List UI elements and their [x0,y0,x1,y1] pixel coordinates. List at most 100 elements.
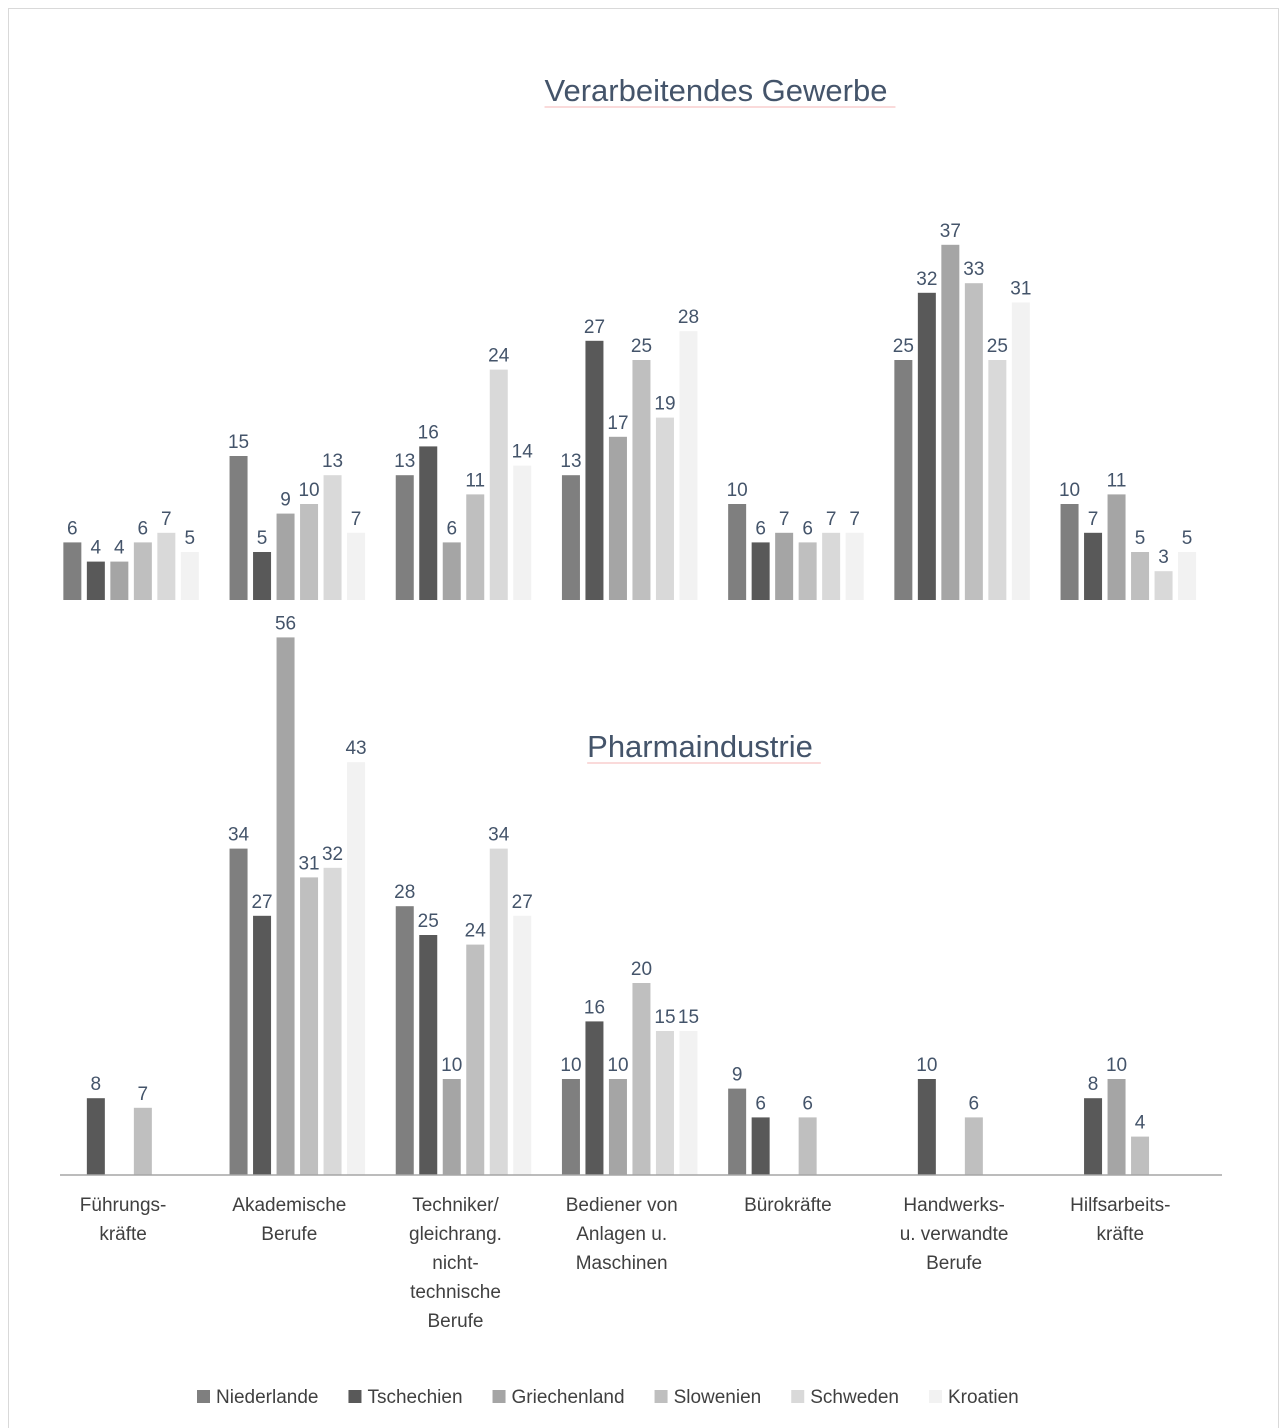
data-label: 7 [779,509,790,530]
data-label: 9 [280,490,291,511]
bar [1107,1079,1126,1175]
data-label: 7 [1088,509,1099,530]
chart-title: Verarbeitendes Gewerbe [545,73,888,108]
legend-label: Schweden [810,1387,899,1408]
legend-label: Niederlande [216,1387,318,1408]
bar [180,552,199,600]
data-label: 6 [755,518,766,539]
data-label: 3 [1158,547,1169,568]
data-label: 56 [275,613,296,634]
data-label: 19 [654,394,675,415]
bar [1178,552,1197,600]
data-label: 9 [732,1065,743,1086]
bar [347,762,366,1175]
data-label: 6 [969,1093,980,1114]
data-label: 5 [1182,528,1193,549]
data-label: 16 [584,997,605,1018]
data-label: 5 [185,528,196,549]
data-label: 28 [394,882,415,903]
x-tick-label: Techniker/ gleichrang. nicht- technische… [409,1195,502,1332]
bar [728,1088,747,1175]
bar [323,867,342,1175]
bar [728,504,747,600]
bar [276,637,295,1175]
data-label: 7 [826,509,837,530]
bar [561,475,580,600]
legend-swatch [492,1390,506,1403]
bar [1107,494,1126,600]
data-label: 11 [465,470,485,491]
bar [608,1079,627,1175]
data-label: 8 [1088,1074,1099,1095]
bar [917,1079,936,1175]
bar [988,360,1007,600]
bar [489,369,508,600]
bar [845,532,864,600]
data-label: 15 [228,432,249,453]
bar [229,848,248,1175]
bar [1084,532,1103,600]
data-label: 27 [512,892,533,913]
data-label: 43 [345,738,366,759]
bar [86,561,105,600]
data-label: 20 [631,959,652,980]
data-label: 32 [322,844,343,865]
bar [775,532,794,600]
bar [442,1079,461,1175]
legend-swatch [928,1390,942,1403]
bar [561,1079,580,1175]
data-label: 4 [114,538,125,559]
legend-label: Tschechien [367,1387,462,1408]
data-label: 6 [67,518,78,539]
legend-label: Kroatien [948,1387,1019,1408]
bar [1084,1098,1103,1175]
bar [679,1031,698,1175]
bar [395,906,414,1175]
legend-swatch [654,1390,668,1403]
legend-label: Slowenien [674,1387,762,1408]
data-label: 4 [1135,1113,1146,1134]
data-label: 6 [755,1093,766,1114]
bar [1131,1136,1150,1175]
data-label: 6 [138,518,149,539]
data-label: 10 [560,1055,581,1076]
data-label: 34 [488,825,510,846]
bar [608,436,627,600]
bar [1131,552,1150,600]
data-label: 10 [727,480,748,501]
data-label: 8 [91,1074,102,1095]
bar [419,935,438,1175]
data-label: 27 [584,317,605,338]
data-label: 7 [161,509,172,530]
data-label: 10 [1106,1055,1127,1076]
bar [655,417,674,600]
data-label: 13 [394,451,415,472]
bar [917,292,936,600]
bar [229,456,248,600]
data-label: 10 [916,1055,937,1076]
bar [489,848,508,1175]
bar [632,983,651,1175]
bar [323,475,342,600]
data-label: 28 [678,307,699,328]
bar [751,542,770,600]
data-label: 6 [446,518,457,539]
bar [300,877,319,1175]
data-label: 13 [322,451,343,472]
bar [63,542,82,600]
x-tick-label: Handwerks- u. verwandte Berufe [899,1195,1009,1274]
bar [466,494,485,600]
data-label: 5 [257,528,268,549]
bar [585,340,604,600]
bar [964,283,983,600]
x-tick-label: Führungs- kräfte [79,1195,167,1245]
bar [751,1117,770,1175]
x-tick-label: Hilfsarbeits- kräfte [1070,1195,1171,1245]
bar [798,1117,817,1175]
bar [513,465,532,600]
data-label: 27 [251,892,272,913]
legend-swatch [348,1390,362,1403]
bar [395,475,414,600]
data-label: 17 [607,413,628,434]
